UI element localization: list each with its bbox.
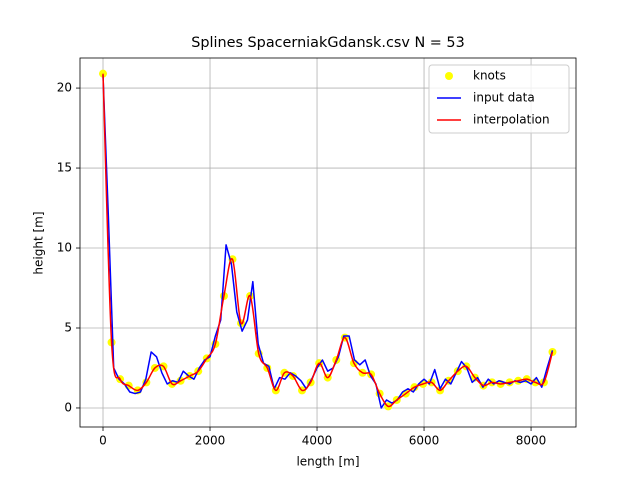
chart-title: Splines SpacerniakGdansk.csv N = 53 [191, 35, 465, 51]
y-tick-label: 0 [64, 400, 72, 414]
x-tick-label: 4000 [302, 434, 333, 448]
y-tick-label: 15 [57, 161, 72, 175]
x-tick-label: 0 [99, 434, 107, 448]
x-axis-label: length [m] [296, 455, 359, 469]
line-series [102, 73, 554, 408]
legend-label: knots [473, 69, 506, 83]
x-tick-label: 2000 [195, 434, 226, 448]
legend-label: interpolation [473, 113, 550, 127]
axes-frame [79, 57, 577, 428]
x-tick-label: 8000 [516, 434, 547, 448]
y-tick-label: 10 [57, 241, 72, 255]
x-tick-label: 6000 [409, 434, 440, 448]
legend-box [428, 64, 570, 134]
y-axis-label: height [m] [32, 211, 46, 274]
y-tick-label: 5 [64, 320, 72, 334]
y-tick-label: 20 [57, 81, 72, 95]
plot-area [99, 69, 557, 411]
legend-label: input data [473, 91, 535, 105]
legend-marker [445, 72, 453, 80]
